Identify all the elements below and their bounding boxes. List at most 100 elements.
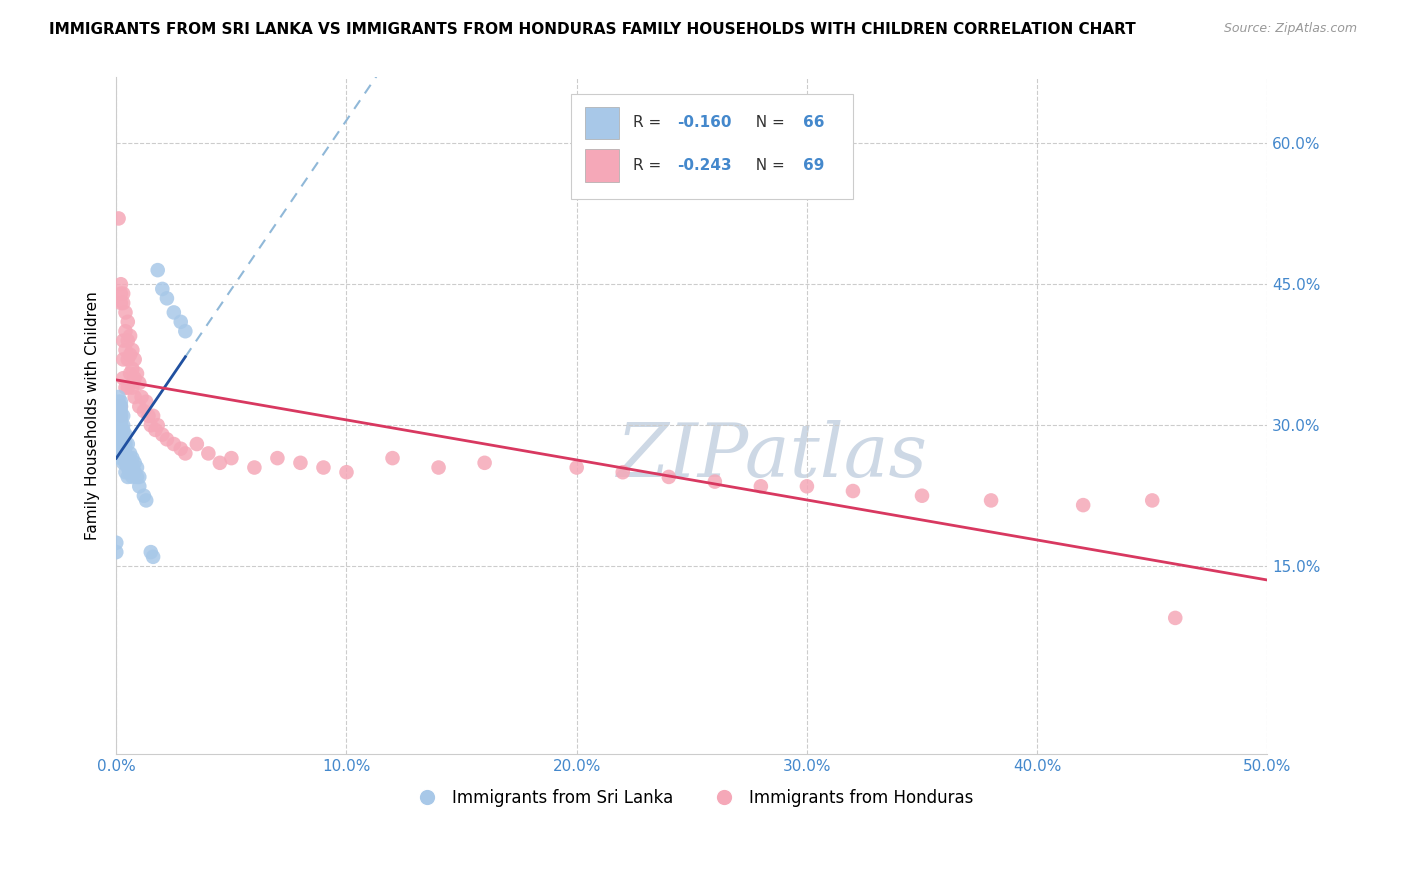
Point bbox=[124, 456, 146, 470]
Point bbox=[120, 456, 142, 470]
Point bbox=[980, 493, 1002, 508]
Point bbox=[120, 329, 142, 343]
Point bbox=[107, 437, 129, 451]
Point bbox=[142, 409, 165, 423]
Point bbox=[112, 456, 135, 470]
Point bbox=[221, 451, 243, 466]
Point bbox=[290, 456, 312, 470]
Y-axis label: Family Households with Children: Family Households with Children bbox=[86, 292, 100, 541]
Point bbox=[124, 352, 146, 367]
Point bbox=[112, 433, 135, 447]
Point bbox=[114, 465, 136, 479]
Point bbox=[112, 371, 135, 385]
Point bbox=[121, 460, 143, 475]
Point bbox=[135, 394, 157, 409]
Point bbox=[107, 400, 129, 414]
Point bbox=[125, 460, 148, 475]
Point bbox=[146, 418, 169, 433]
Point bbox=[114, 343, 136, 357]
Point bbox=[565, 460, 588, 475]
Point bbox=[132, 489, 155, 503]
Point bbox=[117, 470, 139, 484]
Point bbox=[110, 404, 132, 418]
Point bbox=[107, 394, 129, 409]
Point bbox=[117, 437, 139, 451]
Point bbox=[128, 376, 150, 390]
Text: -0.160: -0.160 bbox=[676, 115, 731, 130]
Point bbox=[163, 305, 186, 319]
Point bbox=[138, 409, 160, 423]
Point bbox=[124, 390, 146, 404]
Point bbox=[114, 427, 136, 442]
Point bbox=[174, 446, 197, 460]
Point bbox=[114, 456, 136, 470]
Point bbox=[156, 291, 179, 305]
Point bbox=[117, 460, 139, 475]
Point bbox=[117, 451, 139, 466]
Point bbox=[110, 427, 132, 442]
Point bbox=[139, 545, 162, 559]
Point bbox=[145, 423, 167, 437]
Point bbox=[110, 409, 132, 423]
Point bbox=[107, 409, 129, 423]
Point bbox=[121, 381, 143, 395]
Point bbox=[1142, 493, 1164, 508]
Point bbox=[105, 545, 128, 559]
Point bbox=[107, 418, 129, 433]
Point bbox=[128, 400, 150, 414]
Point bbox=[381, 451, 404, 466]
Point bbox=[842, 483, 865, 498]
Point bbox=[121, 470, 143, 484]
Point bbox=[107, 433, 129, 447]
Point bbox=[107, 423, 129, 437]
Point bbox=[658, 470, 681, 484]
Point bbox=[107, 400, 129, 414]
Point bbox=[114, 324, 136, 338]
Point bbox=[612, 465, 634, 479]
Point bbox=[208, 456, 231, 470]
Point bbox=[112, 409, 135, 423]
Point bbox=[139, 418, 162, 433]
Point bbox=[110, 433, 132, 447]
FancyBboxPatch shape bbox=[585, 149, 619, 182]
Point bbox=[120, 446, 142, 460]
Point bbox=[110, 277, 132, 292]
Point bbox=[120, 348, 142, 362]
Point bbox=[110, 423, 132, 437]
Point bbox=[117, 352, 139, 367]
Point bbox=[110, 394, 132, 409]
FancyBboxPatch shape bbox=[571, 95, 853, 199]
Point bbox=[170, 315, 193, 329]
Point bbox=[117, 315, 139, 329]
Point bbox=[107, 413, 129, 427]
Point bbox=[186, 437, 208, 451]
Point bbox=[150, 427, 173, 442]
Text: N =: N = bbox=[747, 158, 790, 173]
Point bbox=[124, 371, 146, 385]
Point bbox=[110, 437, 132, 451]
Point bbox=[112, 334, 135, 348]
Point bbox=[110, 418, 132, 433]
Text: IMMIGRANTS FROM SRI LANKA VS IMMIGRANTS FROM HONDURAS FAMILY HOUSEHOLDS WITH CHI: IMMIGRANTS FROM SRI LANKA VS IMMIGRANTS … bbox=[49, 22, 1136, 37]
Point bbox=[125, 470, 148, 484]
Point bbox=[163, 437, 186, 451]
Point bbox=[132, 404, 155, 418]
Text: 69: 69 bbox=[803, 158, 825, 173]
Point bbox=[125, 367, 148, 381]
Text: -0.243: -0.243 bbox=[676, 158, 731, 173]
Point bbox=[796, 479, 818, 493]
Point bbox=[128, 479, 150, 493]
Point bbox=[266, 451, 288, 466]
Point bbox=[107, 442, 129, 456]
Point bbox=[112, 446, 135, 460]
Text: ZIPatlas: ZIPatlas bbox=[617, 420, 928, 492]
Point bbox=[121, 361, 143, 376]
Point bbox=[114, 437, 136, 451]
Point bbox=[105, 535, 128, 549]
Point bbox=[110, 296, 132, 310]
Point bbox=[427, 460, 450, 475]
Point bbox=[146, 263, 169, 277]
Point bbox=[112, 352, 135, 367]
Point bbox=[135, 493, 157, 508]
Text: R =: R = bbox=[633, 158, 666, 173]
